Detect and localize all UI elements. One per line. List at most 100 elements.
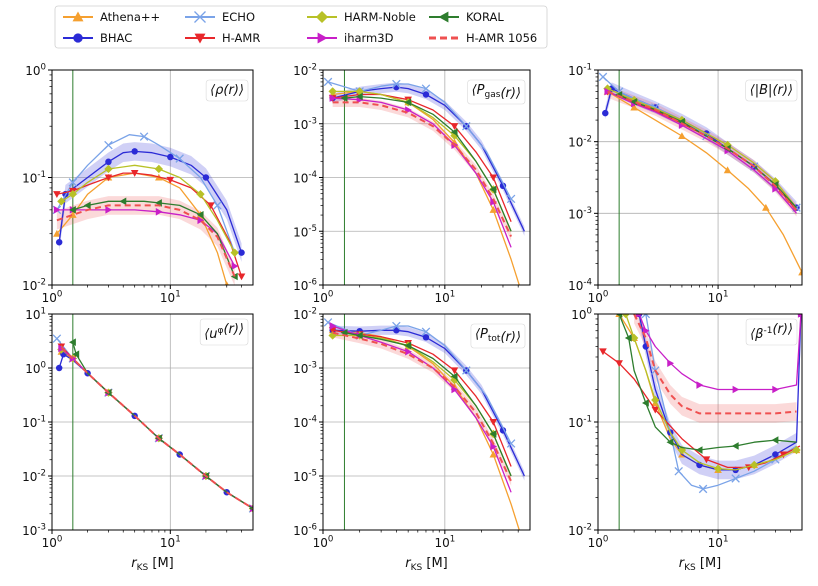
- legend-label: iharm3D: [344, 31, 394, 45]
- data-point: [69, 338, 76, 347]
- legend-item-h-amr: H-AMR: [185, 31, 260, 45]
- title-box: [205, 79, 249, 102]
- data-point: [798, 268, 802, 276]
- x-tick-label: 100: [313, 535, 334, 550]
- data-point: [598, 72, 608, 82]
- panel-title-text: ⟨Ptot(r)⟩: [475, 327, 521, 345]
- data-point: [602, 109, 609, 117]
- data-point: [202, 174, 210, 181]
- data-point: [224, 281, 229, 285]
- series-bhac: [55, 350, 253, 510]
- panel-title: ⟨|B|(r)⟩: [745, 79, 798, 102]
- minor-ticks: [49, 74, 242, 288]
- data-point: [167, 153, 174, 161]
- series-iharm3d: [329, 94, 512, 248]
- series-line: [607, 91, 797, 214]
- x-tick-label: 101: [708, 290, 729, 305]
- data-point: [230, 248, 239, 257]
- y-tick-label: 10-1: [568, 63, 592, 78]
- legend-item-athena: Athena++: [63, 10, 160, 24]
- data-point: [139, 132, 149, 141]
- data-point: [731, 474, 740, 483]
- series-iharm3d: [636, 314, 802, 394]
- data-point: [599, 348, 607, 356]
- data-point: [104, 174, 113, 182]
- data-point: [196, 189, 205, 199]
- tick-labels: 100 101 10-2 10-1 100: [568, 307, 728, 550]
- legend-item-koral: KORAL: [429, 10, 504, 24]
- legend: Athena++ BHAC ECHO H-AMR HARM-Noble iharm3D KO…: [54, 5, 548, 49]
- tick-labels: 100 101 10-6 10-5 10-4 10-3 10-2: [293, 307, 455, 550]
- data-point: [630, 97, 638, 106]
- legend-frame: [54, 5, 548, 49]
- data-point: [624, 334, 632, 342]
- data-point: [615, 314, 623, 318]
- data-point: [154, 164, 164, 174]
- y-tick-label: 10-1: [22, 170, 46, 185]
- data-point: [462, 366, 471, 375]
- data-point: [450, 372, 458, 381]
- series-line: [61, 164, 236, 253]
- legend-label: KORAL: [466, 10, 504, 24]
- grid: [51, 313, 253, 531]
- x-tick-label: 100: [313, 290, 334, 305]
- plot-area: [599, 314, 802, 494]
- legend-label: ECHO: [222, 10, 255, 24]
- data-point: [53, 206, 61, 214]
- data-point: [771, 436, 779, 444]
- data-point: [404, 98, 412, 107]
- data-point: [131, 148, 138, 155]
- series-koral: [69, 338, 253, 511]
- chart-panel-3: 100 101 10-4 10-3 10-2 10-1 ⟨|B|(r)⟩: [568, 63, 803, 305]
- x-tick-label: 100: [588, 535, 609, 550]
- data-point: [621, 314, 630, 319]
- series-line: [72, 200, 236, 277]
- legend-marker: [317, 32, 328, 44]
- series-h-amr: [53, 170, 246, 281]
- x-tick-label: 100: [42, 535, 63, 550]
- data-point: [489, 430, 497, 438]
- x-tick-label: 101: [160, 535, 181, 550]
- y-tick-label: 100: [25, 63, 46, 78]
- data-point: [797, 314, 802, 318]
- y-tick-label: 10-3: [293, 361, 317, 376]
- panel-title-text: ⟨|B|(r)⟩: [750, 83, 793, 98]
- legend-item-bhac: BHAC: [63, 31, 132, 45]
- y-tick-label: 10-5: [293, 469, 317, 484]
- series-line: [332, 325, 512, 493]
- x-tick-label: 101: [434, 535, 455, 550]
- y-tick-label: 10-2: [293, 307, 317, 322]
- y-tick-label: 10-5: [293, 224, 317, 239]
- series-iharm3d: [58, 344, 253, 513]
- data-point: [207, 202, 215, 210]
- data-point: [231, 262, 239, 270]
- data-point: [450, 375, 459, 385]
- series-h-amr-1056: [332, 331, 513, 482]
- data-point: [462, 121, 471, 131]
- data-point: [731, 442, 739, 450]
- data-point: [53, 191, 61, 198]
- data-point: [698, 484, 708, 494]
- data-point: [732, 385, 740, 394]
- series-line: [332, 329, 520, 530]
- y-tick-label: 10-2: [568, 523, 592, 538]
- series-harm-noble: [57, 164, 239, 257]
- y-tick-label: 10-4: [293, 170, 317, 185]
- minor-ticks: [320, 316, 519, 533]
- data-point: [166, 176, 175, 184]
- series-h-amr-1056: [607, 90, 798, 212]
- y-tick-label: 100: [25, 361, 46, 376]
- data-point: [57, 197, 66, 206]
- minor-ticks: [49, 316, 242, 533]
- data-point: [630, 103, 638, 111]
- data-point: [450, 131, 459, 140]
- legend-item-echo: ECHO: [185, 10, 255, 24]
- data-point: [155, 207, 163, 216]
- data-point: [489, 206, 498, 213]
- x-tick-label: 100: [42, 290, 63, 305]
- series-line: [56, 338, 253, 510]
- y-tick-label: 10-1: [568, 415, 592, 430]
- series-line: [60, 346, 253, 510]
- y-tick-label: 10-1: [22, 415, 46, 430]
- title-box: [470, 323, 526, 349]
